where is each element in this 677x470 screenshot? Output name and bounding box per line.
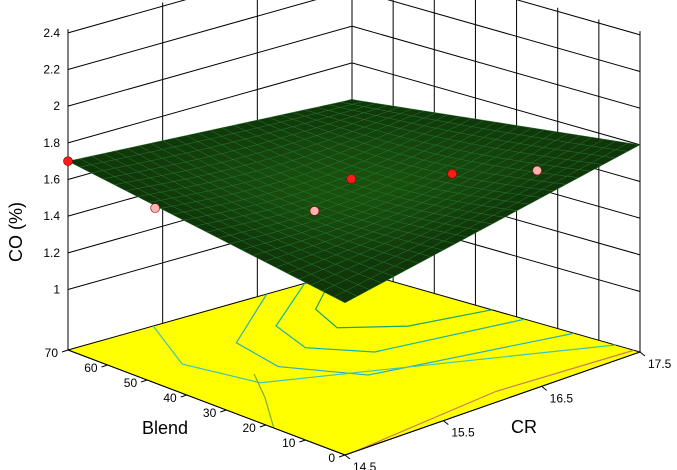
cr-tick-mark (541, 385, 547, 391)
design-point (346, 174, 357, 184)
blend-tick-label: 40 (163, 391, 177, 405)
z-tick-label: 1.8 (43, 136, 60, 150)
blend-tick-mark (220, 409, 227, 413)
x-axis-title: CR (511, 417, 537, 437)
blend-tick-mark (101, 364, 108, 368)
design-point (532, 165, 542, 176)
z-tick-label: 2 (53, 99, 60, 113)
floor-edge (67, 349, 346, 456)
contour-line (314, 275, 493, 329)
grid-z-line (67, 25, 641, 109)
contour-line (235, 293, 575, 376)
blend-tick-label: 0 (328, 451, 335, 465)
cr-tick-mark (639, 351, 646, 357)
blend-tick-label: 70 (45, 346, 59, 360)
floor-edge (344, 351, 641, 456)
blend-tick-mark (140, 379, 148, 383)
cr-tick-label: 17.5 (648, 357, 672, 371)
contour-floor (66, 269, 642, 456)
z-tick-label: 1 (53, 283, 60, 297)
response-surface (67, 99, 641, 304)
design-point (150, 203, 160, 213)
blend-tick-label: 60 (84, 361, 98, 375)
blend-tick-mark (299, 439, 306, 443)
cr-tick-label: 14.5 (353, 460, 377, 470)
z-tick-label: 1.2 (43, 246, 60, 260)
cr-tick-mark (443, 420, 449, 426)
z-tick-label: 2.4 (43, 26, 60, 40)
surface-patch (340, 99, 365, 105)
tick-labels: 1 1.2 1.4 1.6 1.8 2 2.2 2.4 0 10 20 30 40 50 60 70 14.5 1… (43, 26, 671, 470)
contour-line (354, 349, 635, 453)
contour-line (275, 282, 525, 353)
grid-z-line (67, 0, 641, 36)
cr-tick-label: 16.5 (550, 391, 574, 405)
cr-tick-mark (344, 454, 351, 460)
cr-tick-label: 15.5 (451, 426, 475, 440)
z-tick-label: 1.4 (43, 209, 60, 223)
contour-line (253, 373, 275, 429)
blend-tick-mark (259, 424, 267, 428)
blend-tick-mark (61, 349, 69, 353)
blend-tick-label: 50 (124, 376, 138, 390)
design-point (309, 206, 320, 216)
design-point (447, 169, 457, 179)
z-axis-title: CO (%) (6, 202, 26, 262)
blend-tick-label: 20 (242, 421, 256, 435)
blend-tick-mark (338, 454, 346, 458)
blend-tick-mark (180, 394, 187, 398)
z-tick-label: 2.2 (43, 63, 60, 77)
contour-line (152, 325, 616, 384)
y-axis-title: Blend (142, 418, 188, 438)
z-tick-label: 1.6 (43, 173, 60, 187)
design-point (63, 156, 73, 166)
blend-tick-label: 10 (282, 436, 296, 450)
design-points (63, 156, 542, 216)
blend-tick-label: 30 (203, 406, 217, 420)
